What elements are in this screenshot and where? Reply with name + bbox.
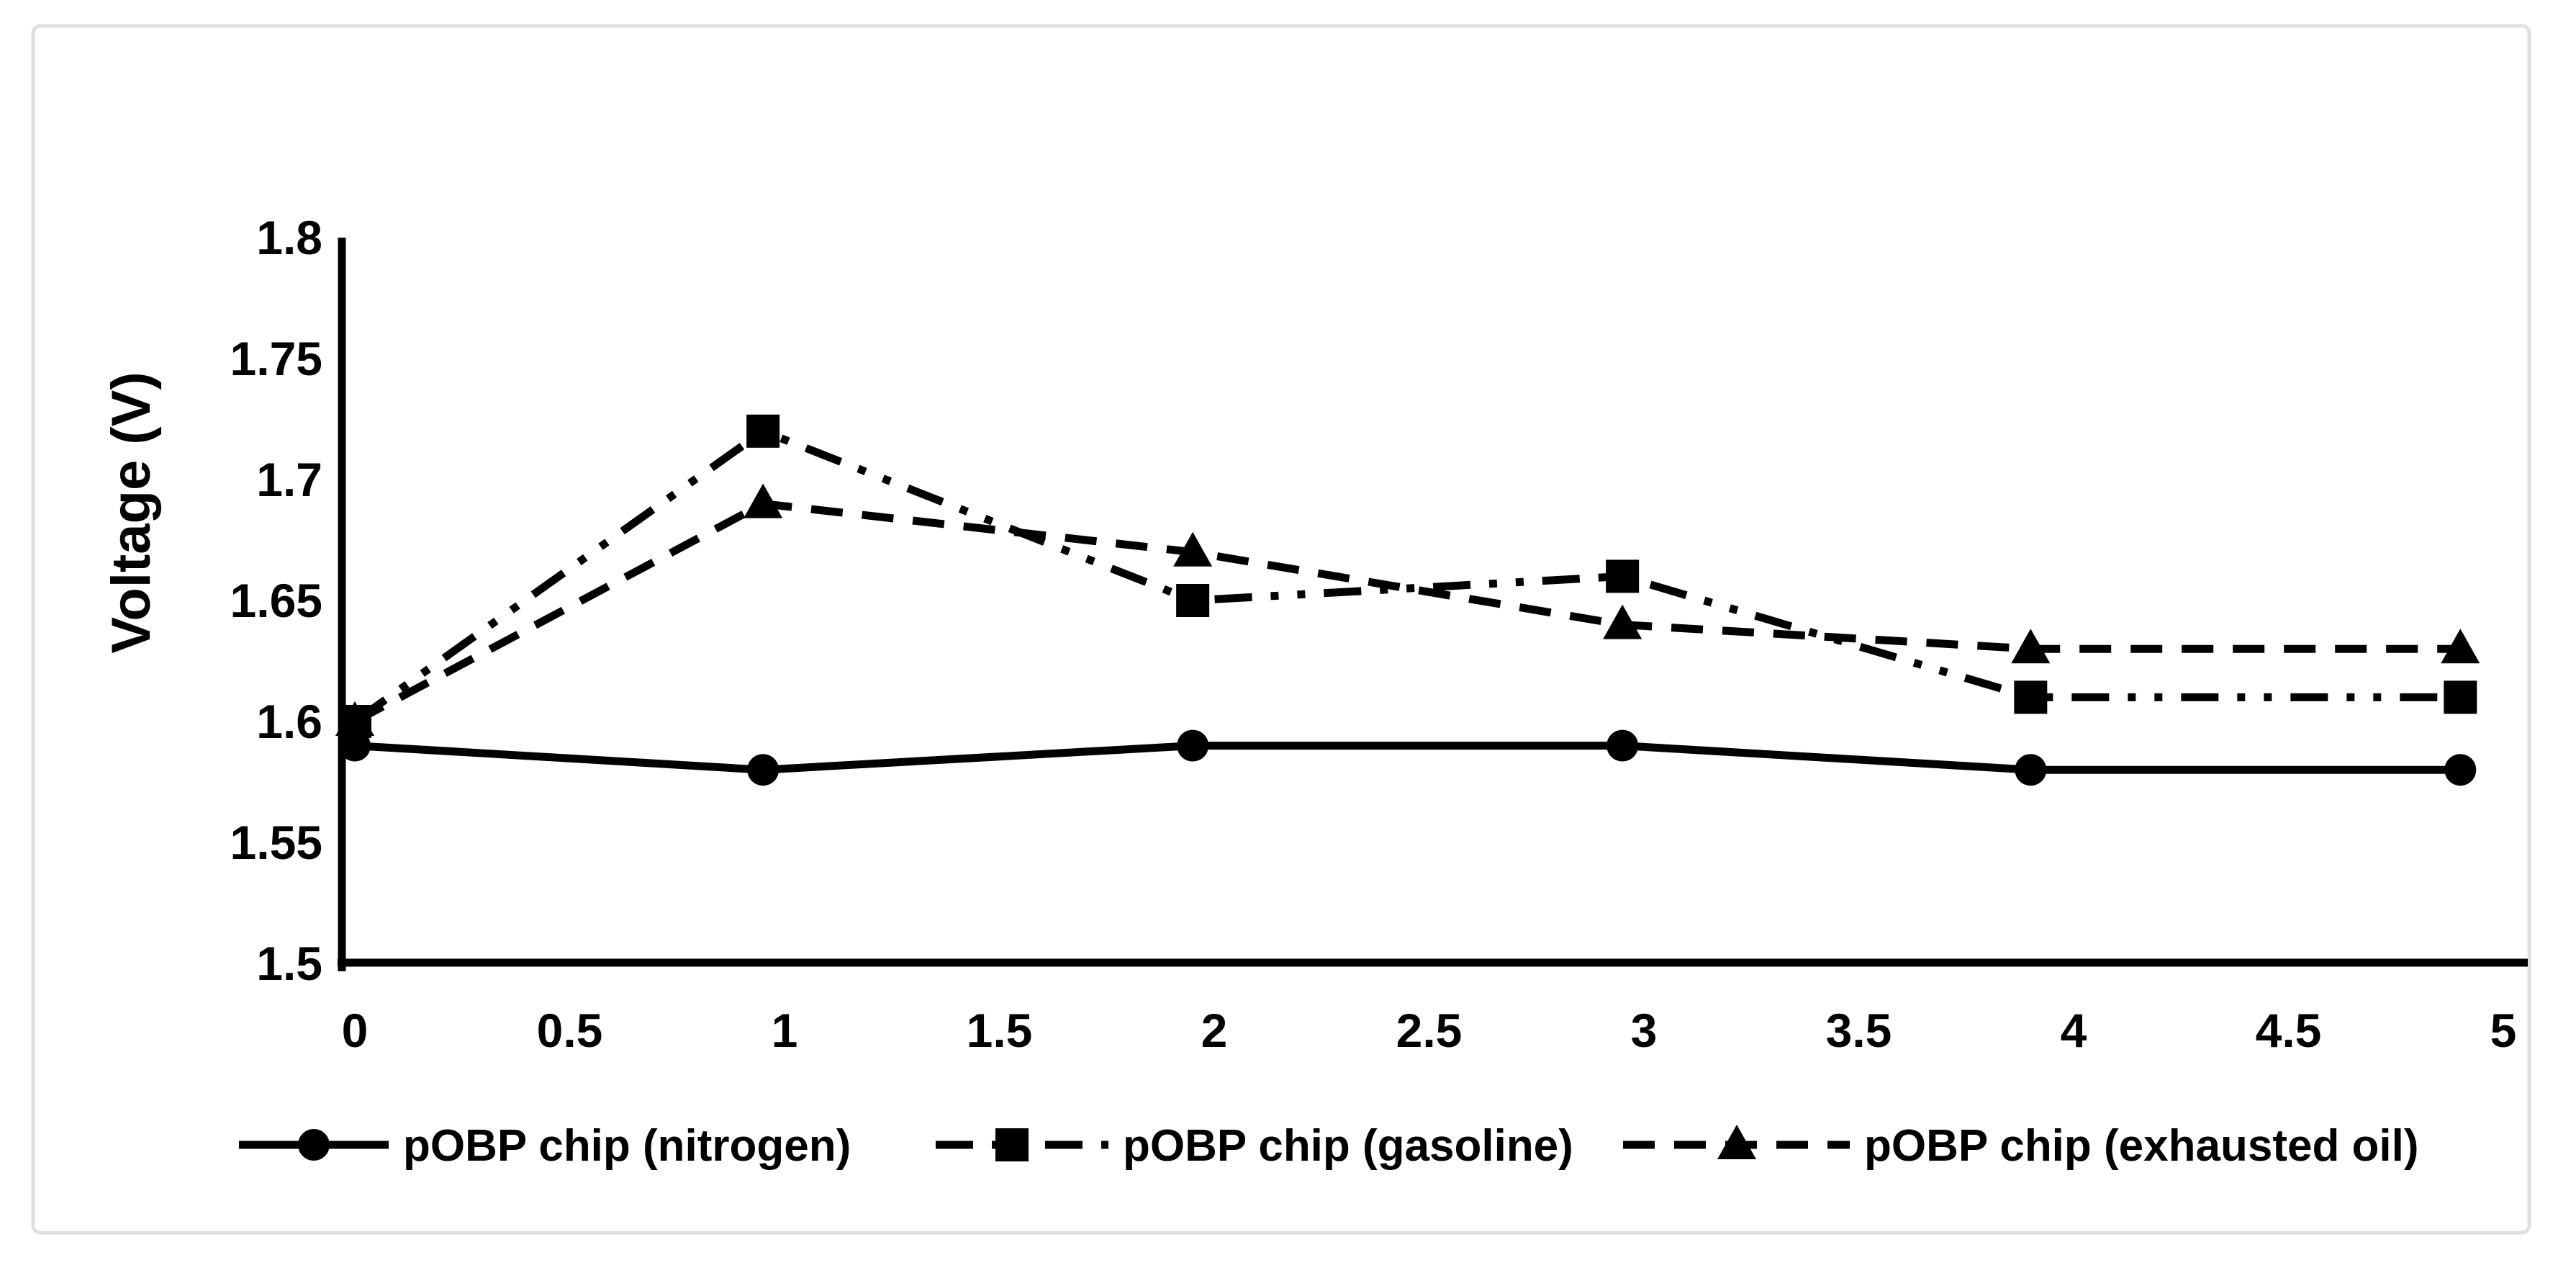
- series-line-pobp-chip-exhausted-oil: [353, 500, 2461, 725]
- square-marker: [1176, 584, 1210, 617]
- x-tick-label: 0.5: [537, 1004, 603, 1057]
- x-tick-label: 3.5: [1826, 1004, 1892, 1057]
- triangle-marker: [2011, 629, 2051, 664]
- circle-marker: [1177, 729, 1209, 762]
- triangle-marker: [744, 483, 783, 518]
- x-tick-label: 5: [2490, 1004, 2517, 1057]
- y-tick-label: 1.55: [230, 816, 322, 869]
- circle-marker: [1606, 729, 1639, 762]
- y-tick-label: 1.5: [256, 937, 322, 990]
- x-tick-label: 4: [2061, 1004, 2087, 1057]
- legend-label: pOBP chip (nitrogen): [403, 1121, 851, 1171]
- legend-item-3: pOBP chip (exhausted oil): [1623, 1121, 2419, 1171]
- legend-item-2: pOBP chip (gasoline): [936, 1121, 1573, 1171]
- square-marker: [338, 705, 371, 738]
- legend-item-1: pOBP chip (nitrogen): [239, 1121, 851, 1171]
- circle-marker: [2444, 754, 2477, 786]
- triangle-marker: [1603, 604, 1642, 639]
- x-tick-label: 3: [1631, 1004, 1658, 1057]
- figure-border: [31, 24, 2531, 1235]
- x-tick-label: 1.5: [967, 1004, 1033, 1057]
- square-marker: [746, 414, 780, 448]
- y-axis-title: Voltage (V): [101, 372, 162, 653]
- y-tick-label: 1.75: [230, 332, 322, 385]
- circle-marker: [747, 754, 779, 786]
- y-tick-label: 1.8: [256, 211, 322, 264]
- triangle-marker: [1173, 531, 1213, 567]
- x-tick-label: 4.5: [2256, 1004, 2322, 1057]
- series-line-pobp-chip-gasoline: [352, 427, 2461, 725]
- legend-label: pOBP chip (gasoline): [1123, 1121, 1573, 1171]
- y-tick-label: 1.6: [256, 695, 322, 748]
- series-pobp-chip-nitrogen: [339, 729, 2477, 786]
- y-tick-label: 1.65: [230, 574, 322, 627]
- square-marker: [1606, 559, 1640, 593]
- x-tick-label: 2: [1201, 1004, 1228, 1057]
- x-tick-label: 0: [342, 1004, 369, 1057]
- triangle-marker: [2441, 629, 2480, 664]
- series-pobp-chip-gasoline: [338, 414, 2477, 738]
- circle-marker: [2015, 754, 2047, 786]
- circle-marker: [298, 1129, 330, 1161]
- series-line-pobp-chip-nitrogen: [354, 742, 2461, 774]
- legend-label: pOBP chip (exhausted oil): [1864, 1121, 2419, 1171]
- x-tick-label: 2.5: [1396, 1004, 1463, 1057]
- y-tick-label: 1.7: [256, 453, 322, 506]
- square-marker: [995, 1128, 1029, 1161]
- x-tick-label: 1: [772, 1004, 798, 1057]
- legend: pOBP chip (nitrogen) pOBP chip (gasoline)…: [239, 1121, 2419, 1171]
- triangle-marker: [1717, 1125, 1756, 1159]
- square-marker: [2444, 680, 2477, 714]
- square-marker: [2014, 680, 2048, 714]
